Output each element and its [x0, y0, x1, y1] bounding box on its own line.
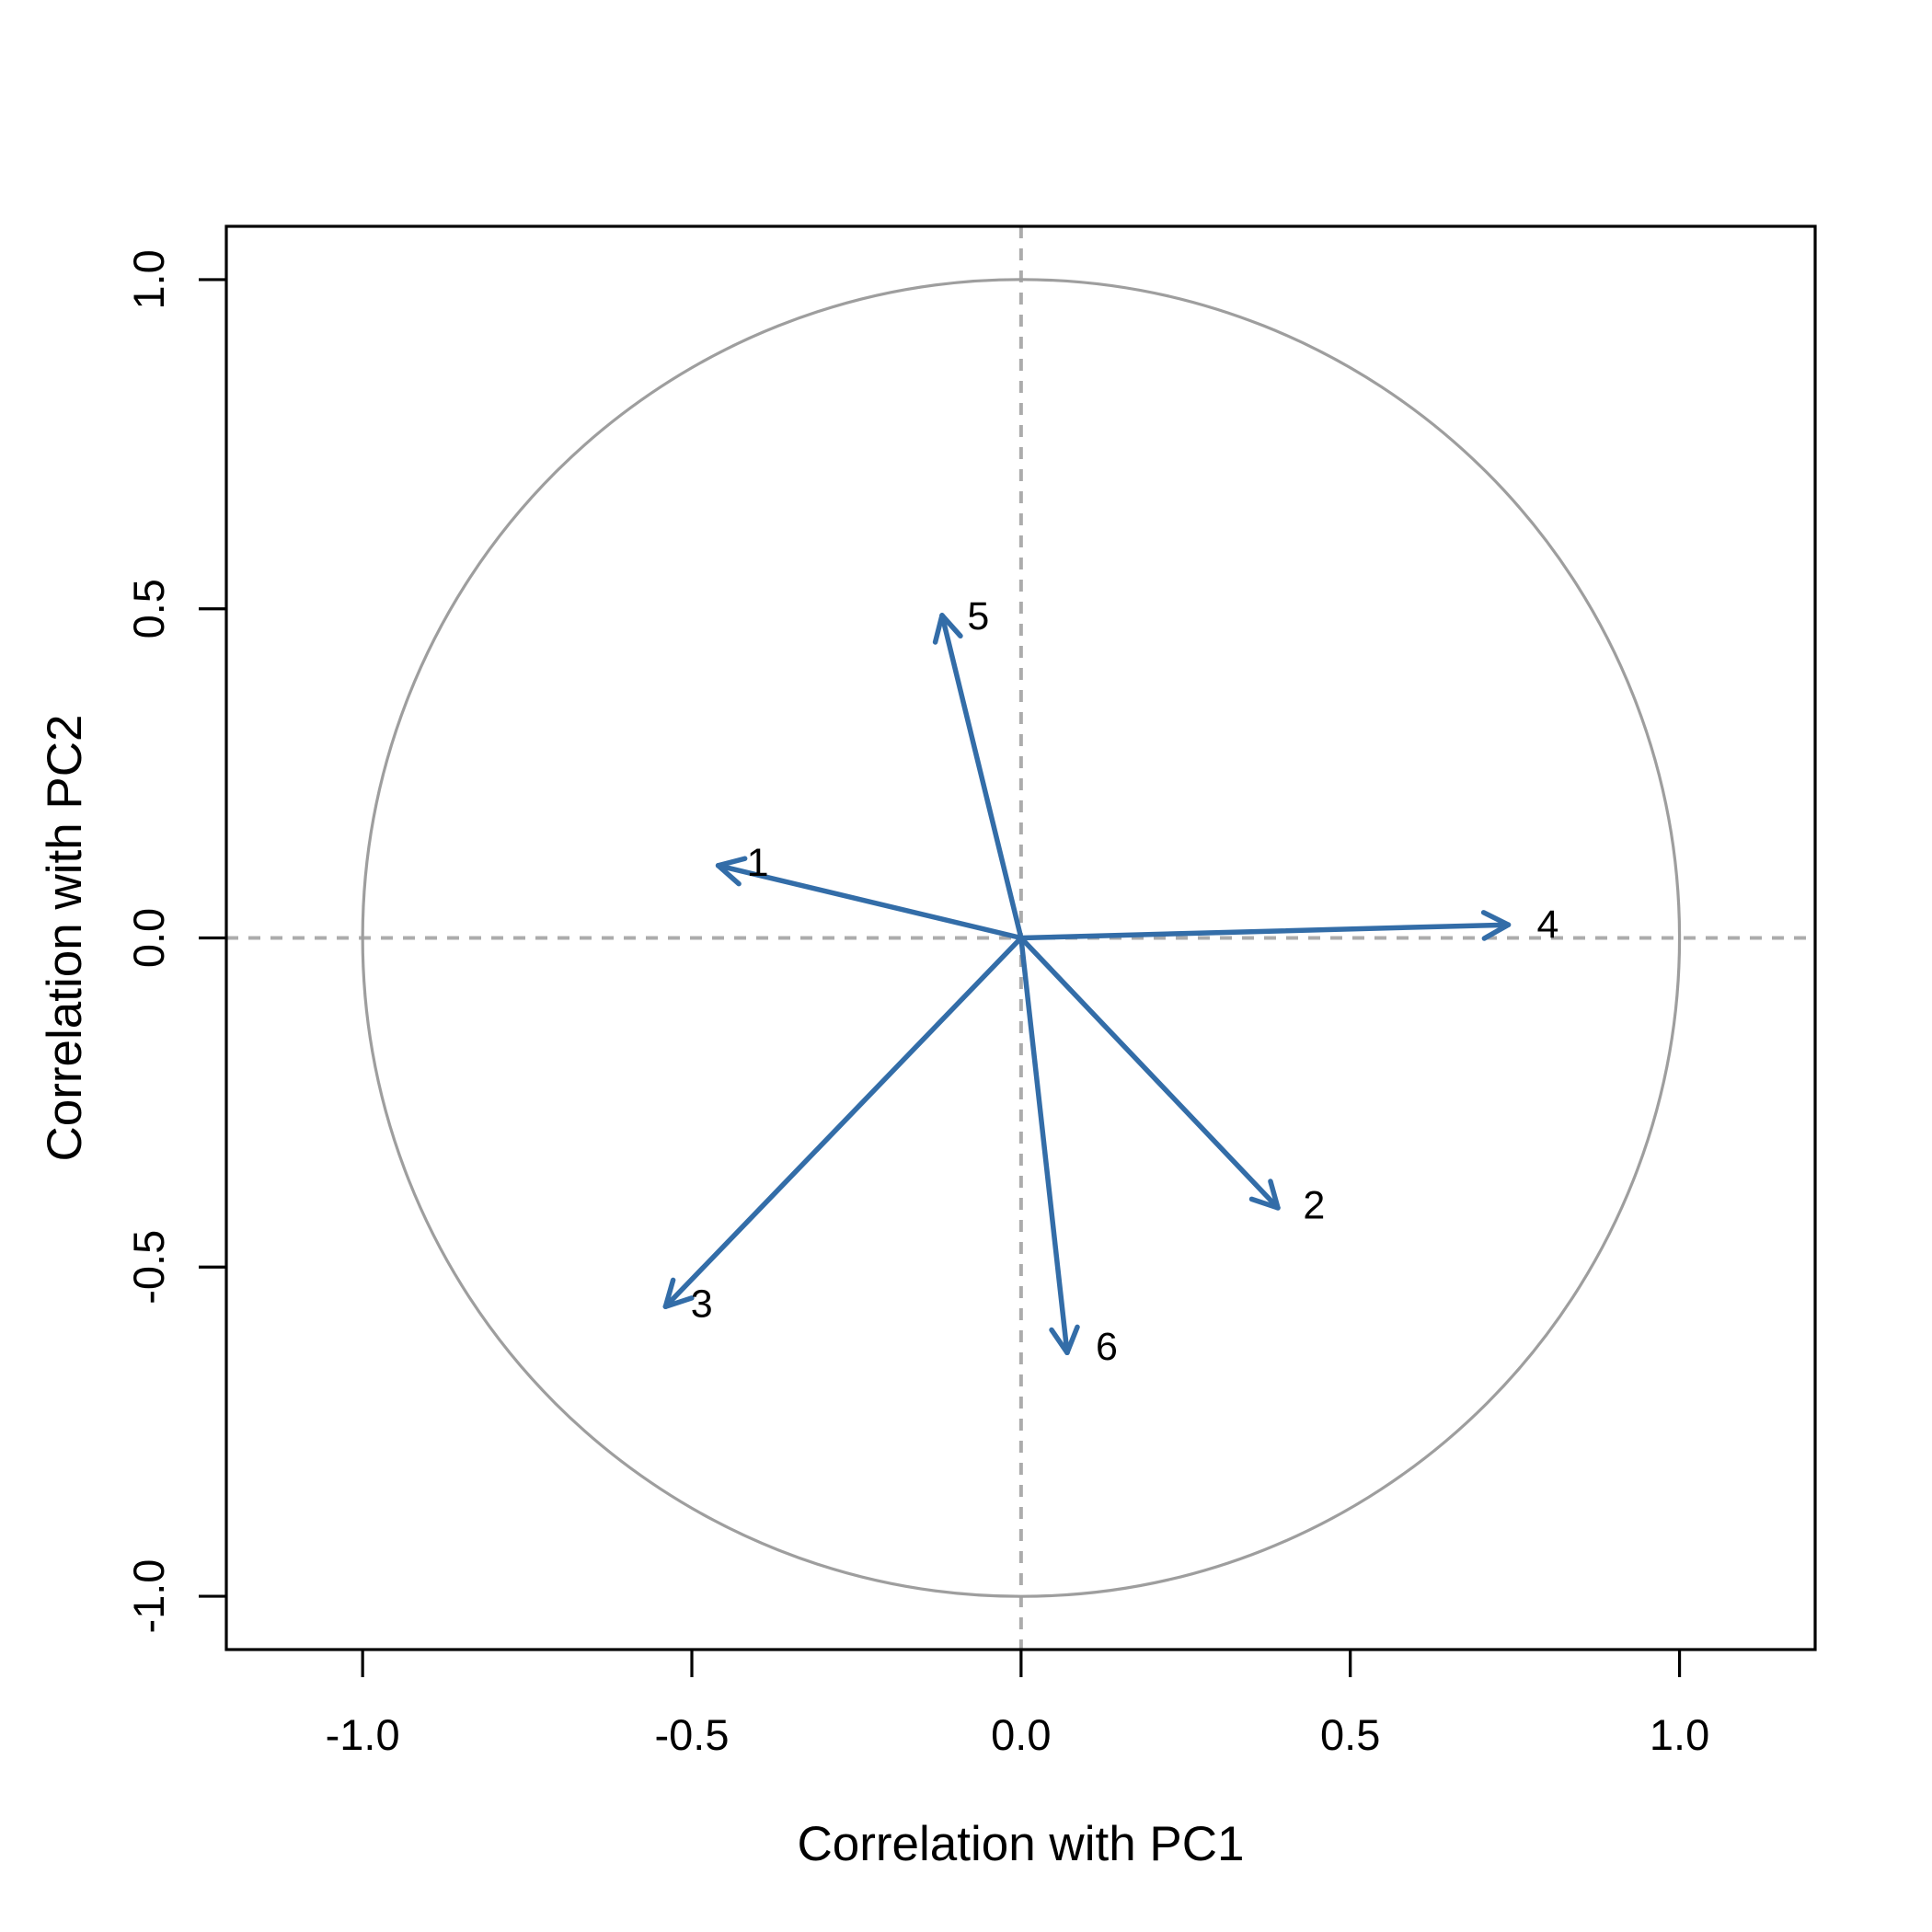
loading-arrow-shaft-3	[662, 935, 1024, 1309]
loading-arrow-number-label-1: 1	[747, 841, 769, 885]
loading-arrow-number-label-3: 3	[691, 1282, 713, 1327]
x-axis-tick-label: 1.0	[1650, 1710, 1709, 1759]
x-axis-title: Correlation with PC1	[797, 1817, 1244, 1871]
loading-arrow-head-1-barb1	[715, 856, 748, 868]
loading-arrow-head-5-barb2	[932, 613, 945, 645]
loading-arrow-head-4-barb1	[1481, 922, 1512, 941]
loading-arrow-head-6-barb2	[1064, 1324, 1080, 1356]
loading-arrow-head-2-barb1	[1248, 1196, 1281, 1211]
x-axis-tick-label: 0.0	[991, 1710, 1051, 1759]
loading-arrow-shaft-4	[1018, 922, 1512, 941]
loading-arrow-head-6-barb1	[1049, 1327, 1070, 1356]
unit-correlation-circle	[361, 278, 1682, 1598]
loading-arrow-number-label-4: 4	[1536, 903, 1558, 947]
y-axis-tick-label: 0.5	[124, 579, 173, 638]
x-axis-tick-label: 0.5	[1320, 1710, 1380, 1759]
loading-arrow-number-label-5: 5	[967, 594, 989, 638]
loading-arrow-head-4-barb2	[1480, 910, 1512, 927]
loading-arrow-number-label-6: 6	[1096, 1325, 1118, 1369]
loading-arrow-shaft-2	[1018, 935, 1281, 1211]
x-axis-tick-label: -0.5	[655, 1710, 730, 1759]
loading-arrow-head-5-barb1	[939, 613, 963, 639]
y-axis-tick-label: -1.0	[124, 1559, 173, 1634]
loading-arrow-head-3-barb1	[662, 1277, 676, 1309]
loading-arrow-head-3-barb2	[662, 1295, 695, 1309]
loading-arrow-head-1-barb2	[715, 863, 742, 887]
y-axis-tick-label: -0.5	[124, 1230, 173, 1305]
loading-arrow-shaft-5	[939, 613, 1024, 941]
loading-arrow-head-2-barb2	[1268, 1179, 1281, 1211]
loading-arrow-number-label-2: 2	[1303, 1183, 1325, 1227]
x-axis-tick-label: -1.0	[326, 1710, 400, 1759]
y-axis-tick-label: 0.0	[124, 908, 173, 968]
loading-arrow-shaft-6	[1018, 935, 1070, 1356]
loading-arrow-shaft-1	[715, 863, 1024, 941]
y-axis-title: Correlation with PC2	[38, 714, 92, 1161]
y-axis-tick-label: 1.0	[124, 249, 173, 309]
